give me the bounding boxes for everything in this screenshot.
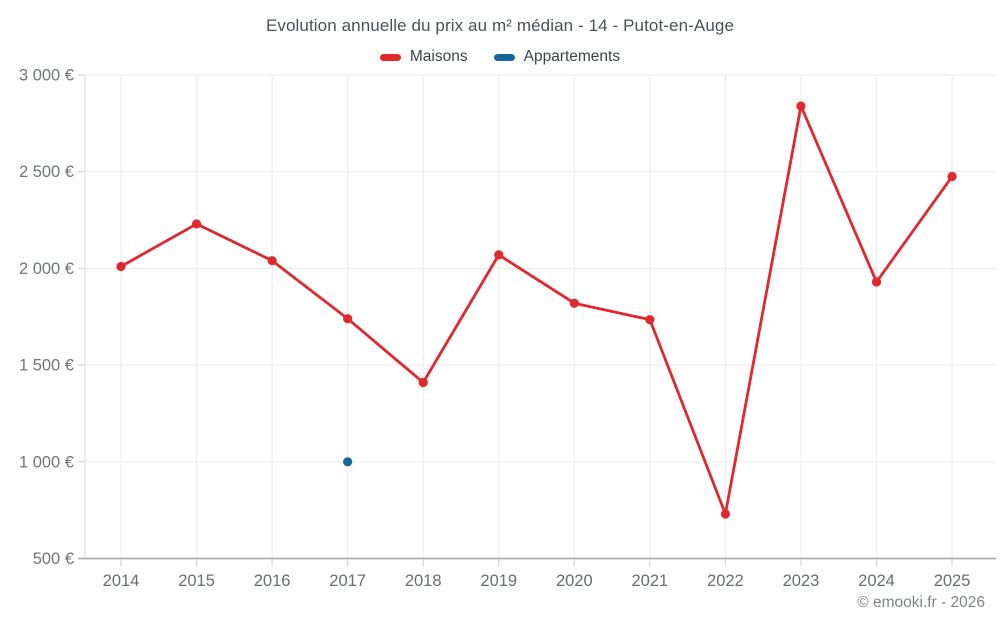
x-tick-label: 2023	[783, 572, 820, 590]
maisons-point-2015[interactable]	[191, 219, 202, 229]
maisons-point-2018[interactable]	[418, 377, 428, 388]
x-tick-label: 2021	[631, 572, 668, 590]
legend-item-maisons[interactable]: Maisons	[379, 48, 468, 66]
y-tick-label: 500 €	[33, 550, 74, 568]
x-tick-label: 2018	[405, 572, 442, 590]
y-tick-label: 3 000 €	[19, 67, 74, 85]
legend-item-appartements[interactable]: Appartements	[493, 48, 621, 66]
x-tick-label: 2019	[480, 572, 517, 590]
y-tick-label: 2 500 €	[19, 163, 74, 181]
footer-credit: © emooki.fr - 2026	[857, 594, 985, 611]
maisons-point-2014[interactable]	[116, 261, 126, 272]
maisons-point-2017[interactable]	[343, 314, 353, 324]
appartements-point-2017[interactable]	[343, 457, 353, 467]
maisons-point-2021[interactable]	[645, 315, 655, 325]
maisons-line	[119, 104, 954, 516]
legend-label-maisons: Maisons	[409, 48, 468, 65]
maisons-point-2019[interactable]	[494, 250, 504, 260]
maisons-point-2020[interactable]	[569, 298, 579, 308]
maisons-point-2025[interactable]	[947, 171, 957, 182]
chart-title: Evolution annuelle du prix au m² médian …	[265, 16, 735, 35]
x-tick-label: 2020	[556, 572, 593, 590]
y-tick-label: 2 000 €	[19, 260, 74, 278]
maisons-swatch-icon	[379, 53, 401, 61]
x-tick-label: 2015	[178, 572, 215, 590]
maisons-point-2023[interactable]	[796, 101, 806, 111]
y-tick-label: 1 000 €	[19, 453, 74, 471]
maisons-point-2022[interactable]	[720, 509, 731, 519]
x-tick-label: 2025	[934, 572, 971, 590]
appartements-swatch-icon	[493, 53, 515, 61]
x-tick-label: 2017	[329, 572, 366, 590]
x-tick-label: 2014	[103, 572, 140, 590]
x-tick-label: 2024	[858, 572, 895, 590]
legend: Maisons Appartements	[0, 46, 1000, 68]
y-tick-label: 1 500 €	[19, 357, 74, 375]
maisons-point-2016[interactable]	[267, 256, 277, 266]
x-tick-label: 2022	[707, 572, 744, 590]
maisons-point-2024[interactable]	[871, 277, 882, 287]
legend-label-appartements: Appartements	[523, 48, 621, 65]
x-tick-label: 2016	[254, 572, 291, 590]
